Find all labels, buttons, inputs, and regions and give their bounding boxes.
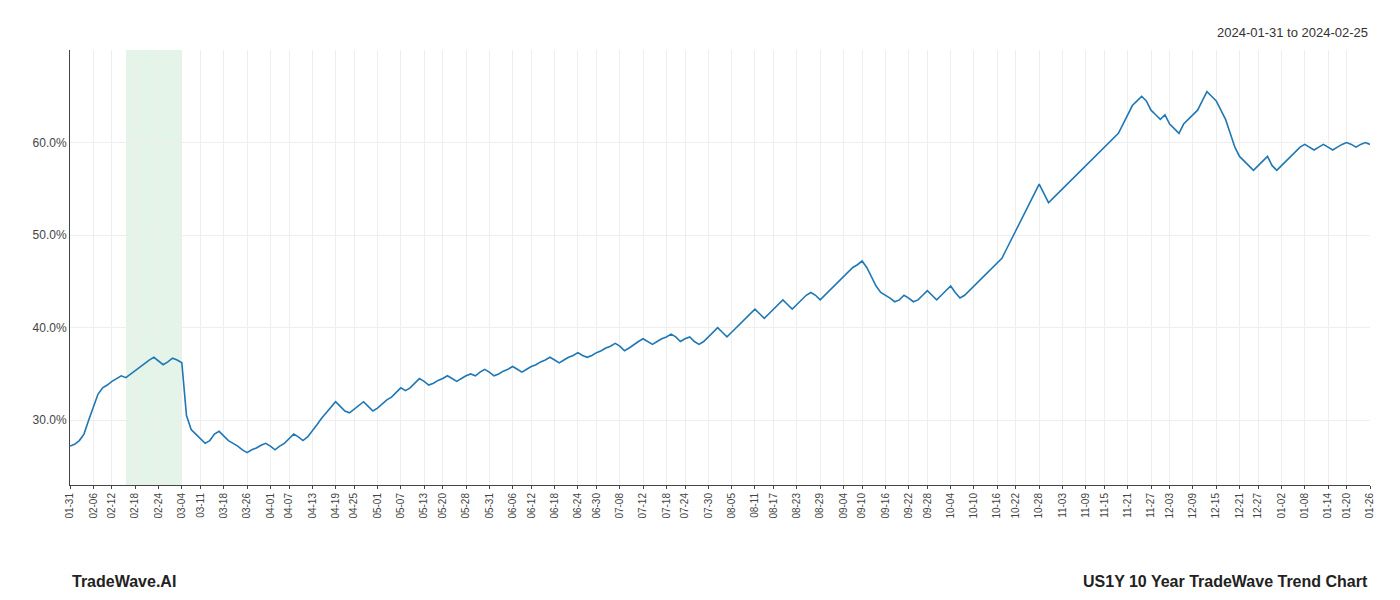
- svg-text:04-25: 04-25: [348, 493, 359, 519]
- svg-text:06-30: 06-30: [591, 493, 602, 519]
- svg-text:08-29: 08-29: [814, 493, 825, 519]
- svg-text:01-20: 01-20: [1341, 493, 1352, 519]
- svg-text:12-15: 12-15: [1210, 493, 1221, 519]
- svg-text:03-11: 03-11: [195, 493, 206, 518]
- svg-text:40.0%: 40.0%: [33, 321, 67, 335]
- svg-text:12-03: 12-03: [1164, 493, 1175, 519]
- svg-text:02-18: 02-18: [129, 493, 140, 519]
- svg-text:10-10: 10-10: [968, 493, 979, 519]
- svg-text:05-28: 05-28: [460, 493, 471, 519]
- svg-text:11-03: 11-03: [1057, 493, 1068, 518]
- svg-text:US1Y 10 Year TradeWave Trend C: US1Y 10 Year TradeWave Trend Chart: [1083, 573, 1368, 590]
- svg-text:09-04: 09-04: [838, 493, 849, 519]
- svg-text:01-02: 01-02: [1276, 493, 1287, 519]
- svg-text:07-12: 07-12: [637, 493, 648, 519]
- svg-text:09-22: 09-22: [903, 493, 914, 519]
- svg-text:07-24: 07-24: [679, 493, 690, 519]
- svg-text:03-26: 03-26: [241, 493, 252, 519]
- svg-text:06-12: 06-12: [526, 493, 537, 519]
- svg-text:06-24: 06-24: [572, 493, 583, 519]
- svg-text:03-04: 03-04: [176, 493, 187, 519]
- svg-text:09-16: 09-16: [880, 493, 891, 519]
- svg-text:08-05: 08-05: [726, 493, 737, 519]
- svg-text:05-13: 05-13: [418, 493, 429, 519]
- svg-text:02-06: 02-06: [88, 493, 99, 519]
- svg-text:04-01: 04-01: [265, 493, 276, 519]
- svg-text:12-21: 12-21: [1234, 493, 1245, 519]
- svg-text:09-10: 09-10: [856, 493, 867, 519]
- svg-text:50.0%: 50.0%: [33, 228, 67, 242]
- svg-text:10-28: 10-28: [1033, 493, 1044, 519]
- svg-text:08-23: 08-23: [791, 493, 802, 519]
- svg-text:06-06: 06-06: [507, 493, 518, 519]
- svg-text:30.0%: 30.0%: [33, 413, 67, 427]
- svg-text:60.0%: 60.0%: [33, 136, 67, 150]
- svg-text:03-18: 03-18: [218, 493, 229, 519]
- svg-text:05-20: 05-20: [437, 493, 448, 519]
- svg-text:04-07: 04-07: [283, 493, 294, 519]
- svg-text:04-13: 04-13: [307, 493, 318, 519]
- svg-text:12-09: 12-09: [1187, 493, 1198, 519]
- svg-text:08-11: 08-11: [749, 493, 760, 518]
- svg-text:05-31: 05-31: [484, 493, 495, 519]
- svg-text:01-31: 01-31: [64, 493, 75, 519]
- svg-text:2024-01-31 to 2024-02-25: 2024-01-31 to 2024-02-25: [1217, 25, 1368, 40]
- svg-text:01-14: 01-14: [1322, 493, 1333, 519]
- svg-text:06-18: 06-18: [549, 493, 560, 519]
- svg-text:02-24: 02-24: [153, 493, 164, 519]
- svg-text:12-27: 12-27: [1252, 493, 1263, 519]
- svg-text:11-09: 11-09: [1080, 493, 1091, 518]
- svg-text:07-30: 07-30: [703, 493, 714, 519]
- svg-text:05-01: 05-01: [372, 493, 383, 519]
- svg-text:08-17: 08-17: [768, 493, 779, 519]
- svg-text:10-22: 10-22: [1010, 493, 1021, 519]
- svg-text:10-04: 10-04: [945, 493, 956, 519]
- svg-text:07-08: 07-08: [614, 493, 625, 519]
- svg-text:04-19: 04-19: [330, 493, 341, 519]
- svg-text:05-07: 05-07: [395, 493, 406, 519]
- svg-text:09-28: 09-28: [922, 493, 933, 519]
- svg-text:TradeWave.AI: TradeWave.AI: [72, 573, 176, 590]
- svg-text:01-08: 01-08: [1299, 493, 1310, 519]
- svg-text:02-12: 02-12: [106, 493, 117, 519]
- svg-text:07-18: 07-18: [661, 493, 672, 519]
- svg-text:10-16: 10-16: [991, 493, 1002, 519]
- svg-text:11-15: 11-15: [1099, 493, 1110, 518]
- svg-text:11-27: 11-27: [1145, 493, 1156, 518]
- svg-text:11-21: 11-21: [1122, 493, 1133, 518]
- svg-text:01-26: 01-26: [1364, 493, 1375, 519]
